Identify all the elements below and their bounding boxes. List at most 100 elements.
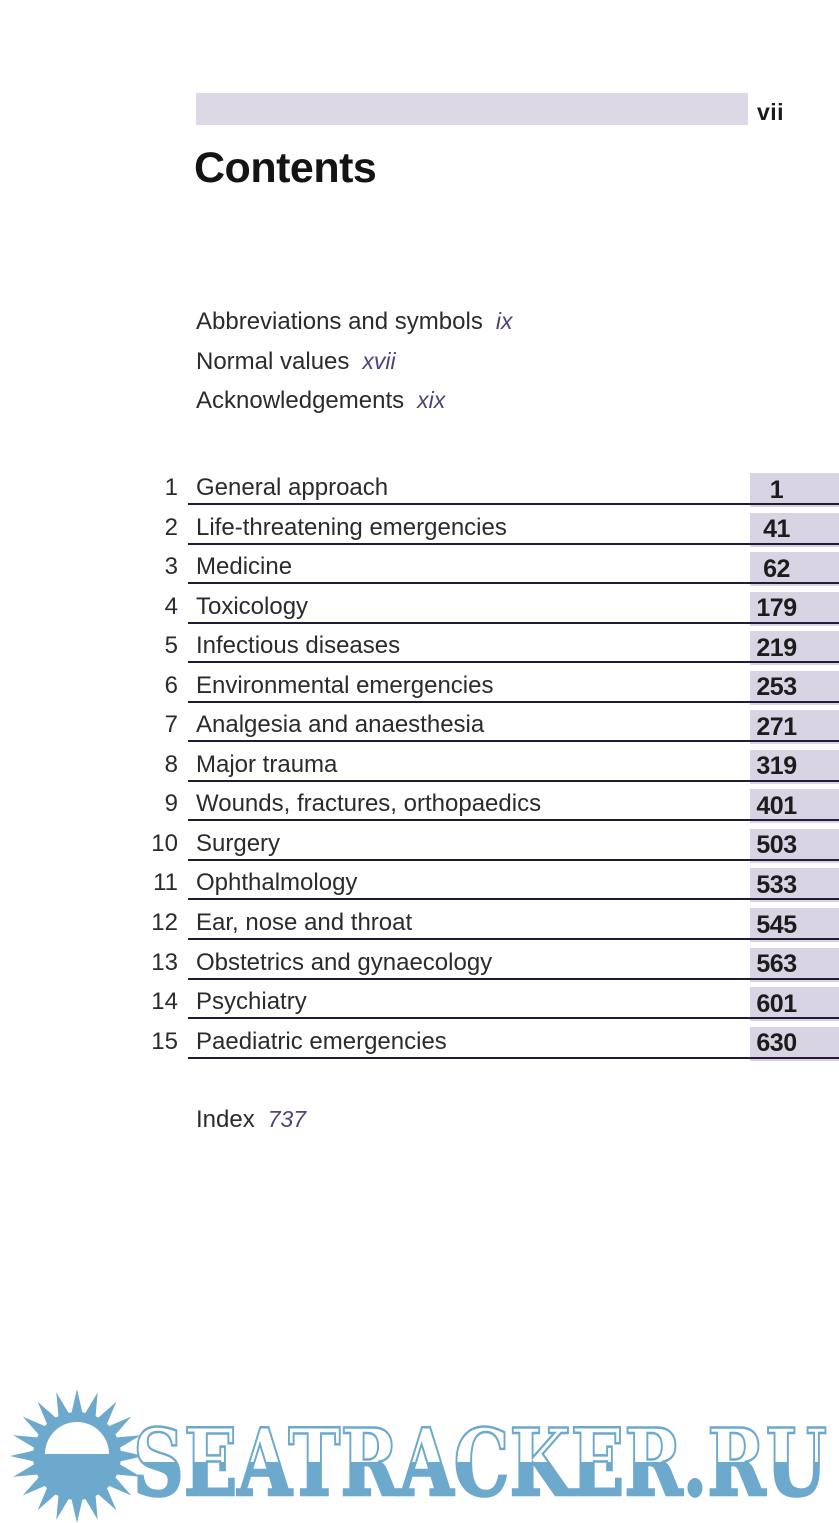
chapter-rule-line [188,503,839,505]
chapter-number: 13 [151,948,178,976]
chapter-row: 1 1 General approach [150,472,839,512]
chapter-number: 7 [164,711,178,739]
chapter-page-box: 319 [750,749,839,784]
chapter-row: 630 15 Paediatric emergencies [150,1026,839,1066]
front-matter-item: Normal values xvii [196,348,839,388]
watermark-text-bottom: SEATRACKER.RU [133,1408,827,1517]
chapter-title: Obstetrics and gynaecology [196,948,493,976]
chapter-page-box: 1 [750,473,839,507]
chapter-page-number: 630 [756,1029,797,1058]
chapter-page-box: 179 [750,591,839,626]
chapter-title: Surgery [196,829,281,857]
chapter-page-number: 253 [756,673,797,702]
chapter-rule-line [188,740,839,743]
chapter-row: 601 14 Psychiatry [150,986,839,1026]
front-matter-page-number: xvii [362,347,396,374]
front-matter-label: Normal values [196,347,350,375]
chapter-title: Analgesia and anaesthesia [196,711,485,739]
chapter-number: 8 [164,750,178,778]
folio-page-number: vii [757,99,785,125]
chapter-page-box: 563 [750,947,839,982]
front-matter-item: Abbreviations and symbols ix [196,308,839,348]
chapter-page-box: 630 [750,1026,839,1061]
chapter-title: Life-threatening emergencies [196,513,507,541]
front-matter-page-number: xix [417,387,446,413]
chapter-row: 503 10 Surgery [150,828,839,868]
chapter-number: 12 [151,909,178,937]
chapter-rule-line [188,977,839,980]
chapter-page-box: 219 [750,631,839,666]
chapter-number: 15 [151,1027,178,1055]
chapter-rule-line [188,700,839,703]
sun-dome [45,1422,109,1454]
chapter-row: 179 4 Toxicology [150,591,839,631]
chapter-row: 563 13 Obstetrics and gynaecology [150,947,839,987]
chapter-page-number: 533 [756,870,797,899]
chapter-rule-line [188,938,839,941]
chapter-title: Paediatric emergencies [196,1027,447,1055]
chapter-page-box: 533 [750,868,839,903]
chapter-row: 62 3 Medicine [150,551,839,591]
chapter-page-box: 503 [750,828,839,863]
front-matter-label: Abbreviations and symbols [196,308,483,335]
chapter-page-box: 401 [750,789,839,824]
front-matter-item: Acknowledgements xix [196,387,839,427]
chapter-page-number: 401 [756,791,797,820]
chapter-title: Toxicology [196,592,309,620]
chapter-rule-line [188,858,839,861]
chapter-title: Infectious diseases [196,632,401,660]
chapter-row: 319 8 Major trauma [150,749,839,789]
front-matter-label: Acknowledgements [196,387,405,414]
watermark-text-top: SEATRACKER.RU [133,1408,827,1517]
chapter-number: 9 [164,790,178,818]
chapter-row: 545 12 Ear, nose and throat [150,907,839,947]
chapter-title: Medicine [196,553,293,581]
chapter-number: 3 [164,553,178,581]
chapter-page-number: 62 [763,554,790,583]
chapter-row: 41 2 Life-threatening emergencies [150,512,839,552]
chapter-page-number: 179 [756,594,797,623]
chapter-row: 401 9 Wounds, fractures, orthopaedics [150,788,839,828]
index-label: Index [196,1106,255,1133]
header-bar [196,93,748,125]
chapter-list: 1 1 General approach 41 2 Life-threateni… [150,472,839,1065]
chapter-number: 4 [164,592,178,620]
chapter-page-number: 503 [756,831,797,860]
chapter-number: 14 [151,988,178,1016]
chapter-title: Wounds, fractures, orthopaedics [196,790,542,818]
chapter-page-box: 545 [750,908,839,943]
front-matter-list: Abbreviations and symbols ix Normal valu… [196,308,839,427]
chapter-page-box: 253 [750,670,839,705]
chapter-title: Ear, nose and throat [196,909,413,937]
chapter-page-number: 601 [756,989,797,1018]
chapter-rule-line [188,898,839,901]
chapter-rule-line [188,1017,839,1020]
chapter-page-number: 41 [763,515,790,544]
chapter-row: 533 11 Ophthalmology [150,867,839,907]
chapter-page-box: 271 [750,710,839,745]
chapter-row: 253 6 Environmental emergencies [150,670,839,710]
chapter-page-number: 219 [756,633,797,662]
chapter-page-number: 545 [756,910,797,939]
chapter-rule-line [188,661,839,664]
chapter-row: 271 7 Analgesia and anaesthesia [150,709,839,749]
chapter-number: 1 [164,474,178,501]
chapter-title: Psychiatry [196,988,307,1016]
index-page-number: 737 [267,1106,307,1132]
chapter-rule-line [188,819,839,822]
chapter-title: Ophthalmology [196,869,358,897]
chapter-number: 10 [151,829,178,857]
page-title: Contents [194,144,377,192]
chapter-page-number: 1 [769,475,784,504]
chapter-number: 5 [164,632,178,660]
chapter-page-number: 319 [756,752,797,781]
chapter-page-number: 563 [756,950,797,979]
front-matter-page-number: ix [495,308,513,334]
chapter-rule-line [188,621,839,624]
chapter-rule-line [188,1056,839,1059]
chapter-page-box: 601 [750,987,839,1022]
chapter-page-box: 62 [750,552,839,587]
chapter-row: 219 5 Infectious diseases [150,630,839,670]
chapter-page-box: 41 [750,512,839,547]
